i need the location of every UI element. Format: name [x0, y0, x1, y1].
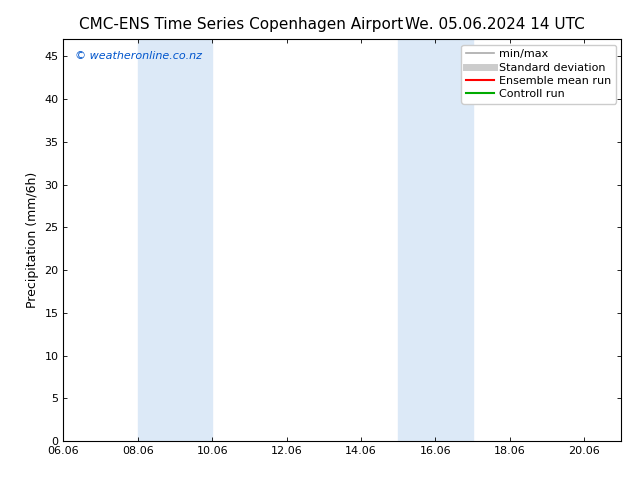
Legend: min/max, Standard deviation, Ensemble mean run, Controll run: min/max, Standard deviation, Ensemble me… [462, 45, 616, 104]
Y-axis label: Precipitation (mm/6h): Precipitation (mm/6h) [26, 172, 39, 308]
Text: © weatheronline.co.nz: © weatheronline.co.nz [75, 51, 202, 61]
Bar [138, 39, 212, 441]
Text: We. 05.06.2024 14 UTC: We. 05.06.2024 14 UTC [404, 17, 585, 32]
Text: CMC-ENS Time Series Copenhagen Airport: CMC-ENS Time Series Copenhagen Airport [79, 17, 403, 32]
Bar [398, 39, 472, 441]
